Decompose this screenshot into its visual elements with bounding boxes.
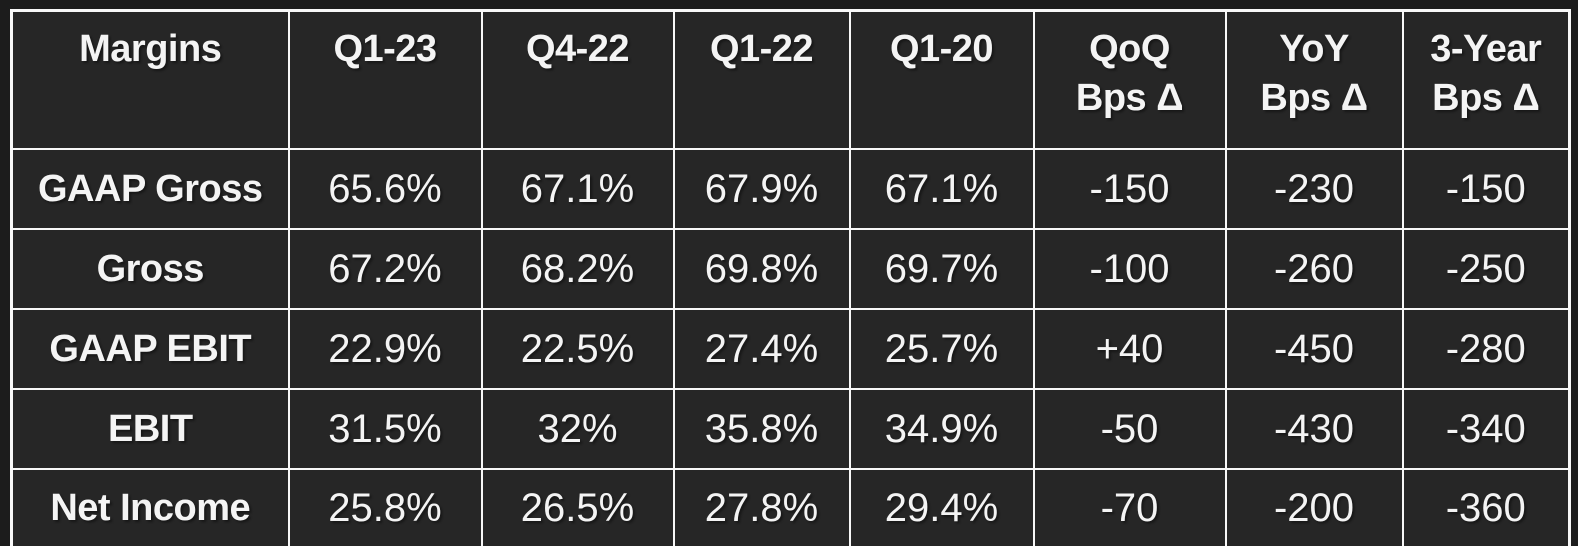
table-cell: -230 bbox=[1224, 148, 1404, 230]
column-header-sublabel: Bps Δ bbox=[1075, 77, 1184, 119]
table-cell: 32% bbox=[480, 388, 675, 470]
row-label: EBIT bbox=[10, 388, 290, 470]
column-header-label: Q1-23 bbox=[333, 28, 437, 70]
table-cell: 22.9% bbox=[287, 308, 483, 390]
table-cell: -450 bbox=[1224, 308, 1404, 390]
table-row-gross: Gross 67.2% 68.2% 69.8% 69.7% -100 -260 … bbox=[10, 228, 1571, 310]
table-row-gaap-gross: GAAP Gross 65.6% 67.1% 67.9% 67.1% -150 … bbox=[10, 148, 1571, 230]
table-cell: 27.4% bbox=[672, 308, 851, 390]
table-cell: 22.5% bbox=[480, 308, 675, 390]
column-header-q1-22: Q1-22 bbox=[672, 9, 851, 150]
column-header-q1-20: Q1-20 bbox=[848, 9, 1035, 150]
column-header-label: Q1-20 bbox=[889, 28, 994, 70]
table-cell: +40 bbox=[1032, 308, 1227, 390]
table-cell: -200 bbox=[1224, 468, 1404, 546]
column-header-q4-22: Q4-22 bbox=[480, 9, 675, 150]
column-header-margins: Margins bbox=[10, 9, 290, 150]
margins-table: Margins Q1-23 Q4-22 Q1-22 Q1-20 QoQ B bbox=[10, 9, 1571, 546]
table-row-net-income: Net Income 25.8% 26.5% 27.8% 29.4% -70 -… bbox=[10, 468, 1571, 546]
table-cell: -50 bbox=[1032, 388, 1227, 470]
table-cell: 25.7% bbox=[848, 308, 1035, 390]
table-cell: -250 bbox=[1401, 228, 1571, 310]
table-cell: 67.1% bbox=[480, 148, 675, 230]
table-cell: 26.5% bbox=[480, 468, 675, 546]
table-cell: 65.6% bbox=[287, 148, 483, 230]
column-header-sublabel: Bps Δ bbox=[1260, 77, 1368, 119]
row-label: GAAP Gross bbox=[10, 148, 290, 230]
row-label: Gross bbox=[10, 228, 290, 310]
table-cell: -100 bbox=[1032, 228, 1227, 310]
column-header-qoq-bps-delta: QoQ Bps Δ bbox=[1032, 9, 1227, 150]
table-cell: 27.8% bbox=[672, 468, 851, 546]
row-label: GAAP EBIT bbox=[10, 308, 290, 390]
column-header-yoy-bps-delta: YoY Bps Δ bbox=[1224, 9, 1404, 150]
table-cell: 29.4% bbox=[848, 468, 1035, 546]
table-cell: -340 bbox=[1401, 388, 1571, 470]
table-row-gaap-ebit: GAAP EBIT 22.9% 22.5% 27.4% 25.7% +40 -4… bbox=[10, 308, 1571, 390]
table-cell: -150 bbox=[1032, 148, 1227, 230]
table-cell: -260 bbox=[1224, 228, 1404, 310]
table-row-ebit: EBIT 31.5% 32% 35.8% 34.9% -50 -430 -340 bbox=[10, 388, 1571, 470]
table-cell: 31.5% bbox=[287, 388, 483, 470]
header-row: Margins Q1-23 Q4-22 Q1-22 Q1-20 QoQ B bbox=[10, 9, 1571, 150]
column-header-label: Q4-22 bbox=[525, 28, 630, 70]
column-header-3-year-bps-delta: 3-Year Bps Δ bbox=[1401, 9, 1571, 150]
table-cell: 67.1% bbox=[848, 148, 1035, 230]
table-cell: 69.8% bbox=[672, 228, 851, 310]
column-header-label: Q1-22 bbox=[709, 28, 814, 70]
table-cell: 25.8% bbox=[287, 468, 483, 546]
table-cell: -360 bbox=[1401, 468, 1571, 546]
table-cell: -150 bbox=[1401, 148, 1571, 230]
table-cell: -280 bbox=[1401, 308, 1571, 390]
table-cell: 67.2% bbox=[287, 228, 483, 310]
table-cell: 34.9% bbox=[848, 388, 1035, 470]
column-header-label: YoY bbox=[1279, 28, 1349, 70]
row-label: Net Income bbox=[10, 468, 290, 546]
column-header-label: QoQ bbox=[1089, 28, 1170, 70]
column-header-label: 3-Year bbox=[1430, 28, 1542, 70]
table-cell: 35.8% bbox=[672, 388, 851, 470]
table-cell: -430 bbox=[1224, 388, 1404, 470]
table-cell: 68.2% bbox=[480, 228, 675, 310]
table-cell: -70 bbox=[1032, 468, 1227, 546]
table-cell: 67.9% bbox=[672, 148, 851, 230]
column-header-q1-23: Q1-23 bbox=[287, 9, 483, 150]
column-header-sublabel: Bps Δ bbox=[1432, 77, 1540, 119]
column-header-label: Margins bbox=[79, 28, 222, 70]
table-cell: 69.7% bbox=[848, 228, 1035, 310]
